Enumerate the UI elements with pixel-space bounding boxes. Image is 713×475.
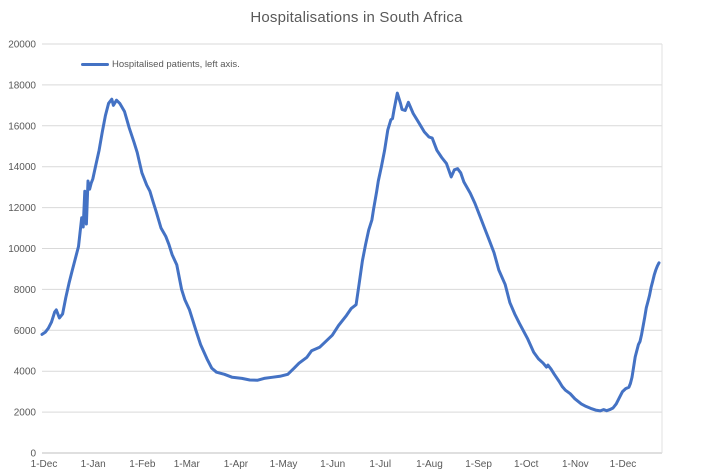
x-axis-tick-label: 1-Aug bbox=[416, 459, 443, 470]
x-axis-tick-label: 1-Jul bbox=[369, 459, 391, 470]
x-axis-tick-label: 1-Oct bbox=[514, 459, 539, 470]
x-axis-tick-label: 1-Nov bbox=[562, 459, 589, 470]
x-axis-tick-label: 1-Apr bbox=[224, 459, 249, 470]
x-axis-tick-label: 1-Mar bbox=[174, 459, 201, 470]
y-axis-tick-label: 16000 bbox=[8, 121, 36, 132]
data-series-line bbox=[40, 91, 661, 413]
x-axis-tick-label: 1-Jun bbox=[320, 459, 345, 470]
legend-line-swatch bbox=[81, 63, 109, 66]
y-axis-tick-label: 0 bbox=[30, 449, 36, 460]
y-axis-tick-label: 12000 bbox=[8, 203, 36, 214]
y-axis-tick-label: 4000 bbox=[14, 367, 37, 378]
y-axis-tick-label: 8000 bbox=[14, 285, 37, 296]
x-axis-tick-label: 1-Feb bbox=[129, 459, 156, 470]
x-axis-tick-label: 1-Jan bbox=[81, 459, 106, 470]
x-axis-tick-label: 1-May bbox=[270, 459, 298, 470]
y-axis-tick-label: 2000 bbox=[14, 408, 37, 419]
y-axis-tick-label: 20000 bbox=[8, 40, 36, 51]
x-axis-tick-label: 1-Dec bbox=[610, 459, 637, 470]
legend: Hospitalised patients, left axis. bbox=[81, 59, 240, 70]
x-axis-tick-label: 1-Sep bbox=[465, 459, 492, 470]
y-axis-tick-label: 18000 bbox=[8, 80, 36, 91]
x-axis-tick-label: 1-Dec bbox=[31, 459, 58, 470]
y-axis-tick-label: 6000 bbox=[14, 326, 37, 337]
legend-label: Hospitalised patients, left axis. bbox=[112, 59, 240, 70]
y-axis-tick-label: 10000 bbox=[8, 244, 36, 255]
chart-title: Hospitalisations in South Africa bbox=[250, 9, 463, 26]
y-axis-tick-label: 14000 bbox=[8, 162, 36, 173]
